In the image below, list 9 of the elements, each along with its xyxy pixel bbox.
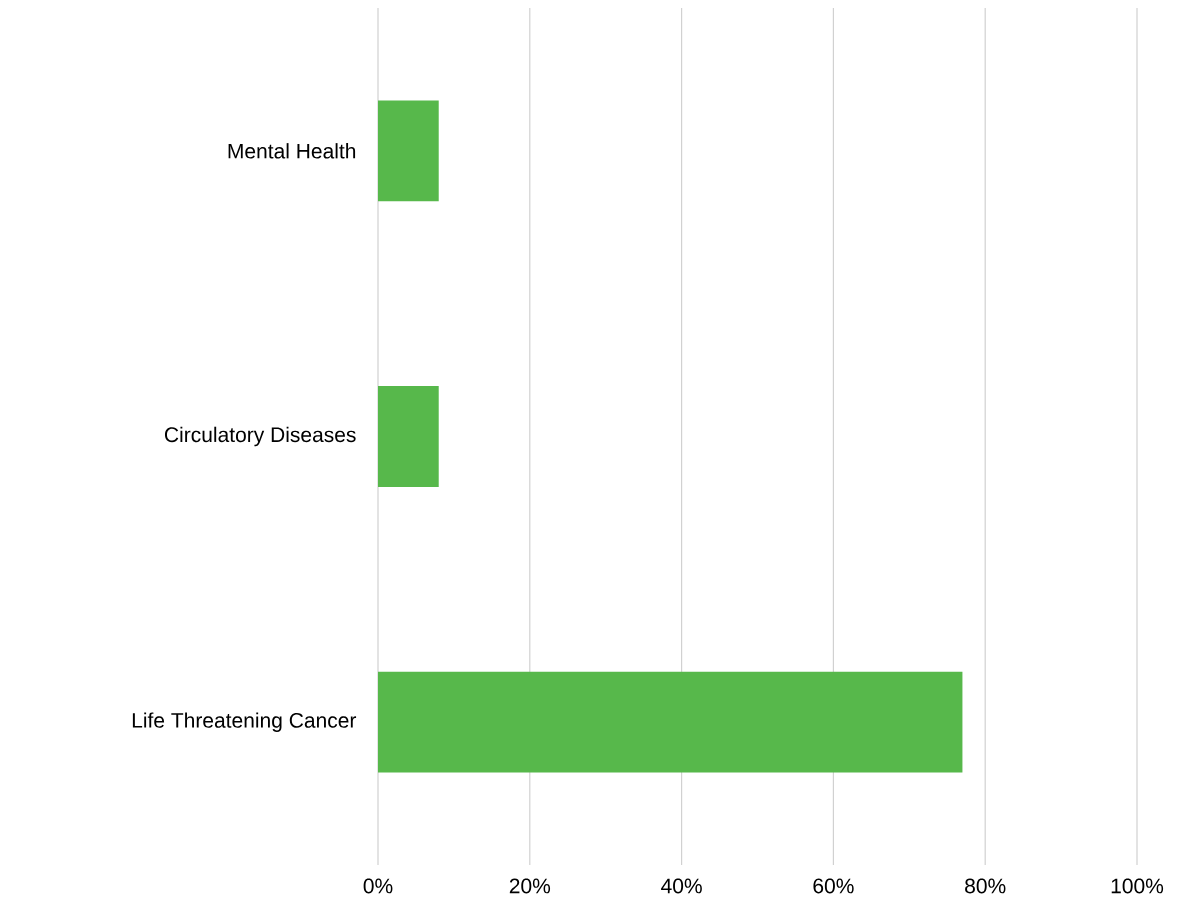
y-tick-label: Life Threatening Cancer: [132, 712, 357, 732]
x-tick-label: 0%: [363, 878, 393, 894]
x-tick-label: 60%: [813, 878, 854, 894]
y-tick-label: Circulatory Diseases: [164, 426, 356, 447]
y-tick-label: Mental Health: [228, 143, 356, 159]
x-tick-label: 20%: [509, 878, 551, 894]
x-tick-label: 80%: [965, 878, 1006, 894]
x-tick-label: 100%: [1111, 878, 1164, 894]
x-tick-label: 40%: [661, 878, 702, 894]
